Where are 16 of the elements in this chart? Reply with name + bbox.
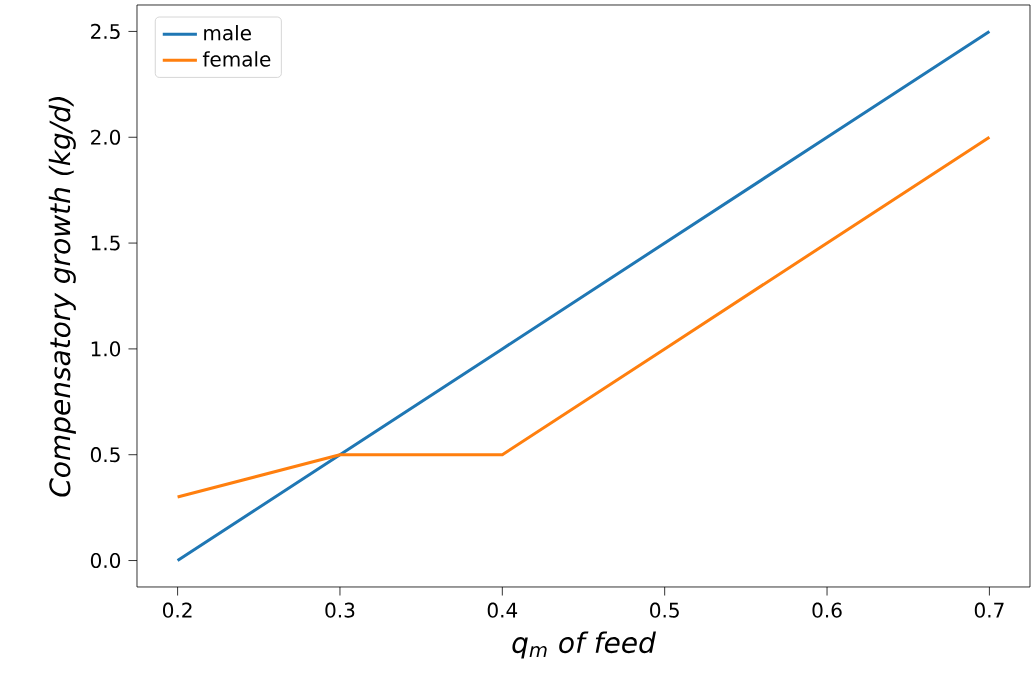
- x-tick-label: 0.7: [974, 602, 1004, 618]
- x-tick-label: 0.5: [650, 602, 679, 618]
- y-tick-label: 2.0: [91, 129, 121, 145]
- y-tick-label: 0.5: [90, 447, 120, 463]
- y-tick-label: 1.5: [91, 235, 120, 251]
- x-tick-label: 0.2: [163, 602, 192, 618]
- y-tick-label: 2.5: [91, 23, 120, 39]
- legend-label: male: [204, 25, 251, 41]
- y-axis-title: Compensatory growth (kg/d): [48, 97, 76, 497]
- x-tick-label: 0.3: [325, 602, 355, 618]
- x-axis-title: q$_{m}$ of feed: [512, 631, 656, 659]
- y-tick-label: 1.0: [91, 341, 121, 357]
- x-tick-label: 0.4: [487, 602, 518, 618]
- y-tick-label: 0.0: [90, 552, 121, 569]
- x-tick-label: 0.6: [812, 602, 842, 618]
- legend-label: female: [202, 51, 271, 67]
